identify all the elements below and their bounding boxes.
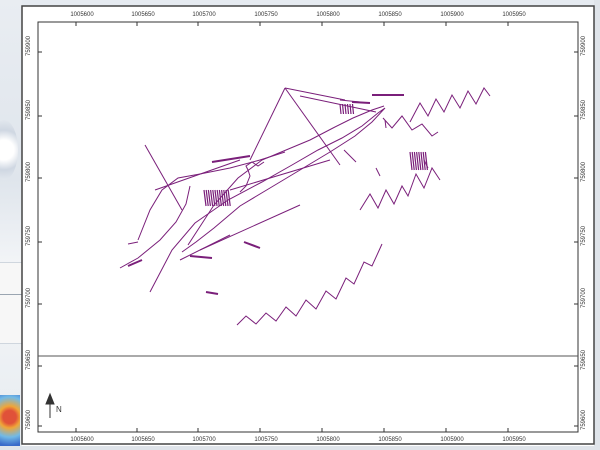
hatch-segment [207,189,211,207]
track-fragment-8 [243,241,261,249]
track-zigzag-lower [236,243,383,326]
track-hatch-block-top [339,103,355,115]
y-tick-label-right: 759600 [581,409,587,430]
y-tick-label-left: 759800 [26,161,32,182]
x-tick-label-top: 1005800 [316,12,340,18]
x-tick-label-top: 1005700 [192,12,216,18]
track-fan-left [137,151,286,241]
hatch-segment [413,151,417,171]
y-tick-label-left: 759650 [26,349,32,370]
hatch-segment [225,189,229,207]
hatch-segment [341,103,345,115]
track-fragment-9 [205,291,219,295]
hatch-segment [221,189,225,207]
background-graphic [0,120,18,180]
y-tick-label-right: 759650 [581,349,587,370]
x-tick-label-bottom: 1005900 [440,437,464,443]
background-divider [0,294,22,295]
track-spur-3 [284,87,341,166]
track-fragment-7 [189,255,213,259]
track-hatch-block-left [203,189,231,207]
track-fragment-10 [375,167,381,177]
y-tick-label-right: 759900 [581,35,587,56]
survey-tracks [119,87,491,326]
hatch-segment [416,151,420,171]
hatch-segment [210,189,214,207]
y-tick-label-left: 759600 [26,409,32,430]
y-tick-label-right: 759850 [581,99,587,120]
track-spur-9 [199,204,301,251]
hatch-segment [223,189,227,207]
hatch-segment [203,189,207,207]
background-app-toolbar [0,262,22,344]
y-tick-label-left: 759750 [26,225,32,246]
background-bottom-strip [0,446,600,450]
track-stairs-left [239,161,265,193]
hatch-segment [346,103,350,115]
x-tick-label-bottom: 1005750 [254,437,278,443]
y-tick-label-left: 759850 [26,99,32,120]
hatch-segment [409,151,413,171]
track-main-outline [149,107,386,293]
hatch-segment [344,103,347,115]
track-zigzag-upper [409,87,491,123]
x-tick-label-bottom: 1005950 [502,437,526,443]
north-arrow-icon: N [45,392,62,418]
x-tick-label-bottom: 1005700 [192,437,216,443]
x-tick-label-top: 1005600 [70,12,94,18]
hatch-segment [339,103,342,115]
hatch-segment [218,189,222,207]
background-top-strip [22,0,600,6]
track-spur-6 [299,95,377,113]
hatch-segment [424,151,428,171]
track-spur-5 [284,87,346,101]
y-tick-label-right: 759800 [581,161,587,182]
track-fragment-6 [127,241,139,245]
track-hatch-block-right [409,151,428,171]
track-fragment-12 [211,155,251,163]
hatch-segment [216,189,220,207]
x-tick-label-top: 1005950 [502,12,526,18]
x-tick-label-top: 1005750 [254,12,278,18]
hatch-segment [214,189,218,207]
y-tick-label-right: 759700 [581,287,587,308]
track-zigzag-right [382,115,439,137]
coordinate-grid-labels: 1005600 1005650 1005700 1005750 1005800 10058… [26,12,587,443]
north-arrow-label: N [56,405,62,414]
hatch-segment [212,189,216,207]
y-tick-label-right: 759750 [581,225,587,246]
track-spur-2 [154,159,241,191]
track-spur-1 [144,144,183,211]
hatch-segment [420,151,424,171]
hatch-segment [351,103,355,115]
hatch-segment [205,189,209,207]
y-tick-label-left: 759700 [26,287,32,308]
track-fragment-3 [343,149,357,163]
track-spur-4 [249,87,286,161]
background-terrain-thumbnail [0,395,20,450]
track-spur-10 [179,234,231,261]
hatch-segment [418,151,422,171]
track-zigzag-middle [359,166,441,211]
track-fan-left-2 [119,185,191,269]
hatch-segment [227,189,231,207]
x-tick-label-bottom: 1005800 [316,437,340,443]
x-tick-label-top: 1005650 [131,12,155,18]
map-data-frame [37,21,579,433]
y-tick-label-left: 759900 [26,35,32,56]
track-fragment-5 [127,259,143,267]
x-tick-label-top: 1005900 [440,12,464,18]
track-fragment-2 [351,101,371,104]
x-tick-label-top: 1005850 [378,12,402,18]
track-fragment-4 [384,119,387,129]
background-right-strip [594,0,600,450]
hatch-segment [349,103,352,115]
hatch-segment [422,151,426,171]
x-tick-label-bottom: 1005600 [70,437,94,443]
x-tick-label-bottom: 1005650 [131,437,155,443]
x-tick-label-bottom: 1005850 [378,437,402,443]
hatch-segment [411,151,415,171]
